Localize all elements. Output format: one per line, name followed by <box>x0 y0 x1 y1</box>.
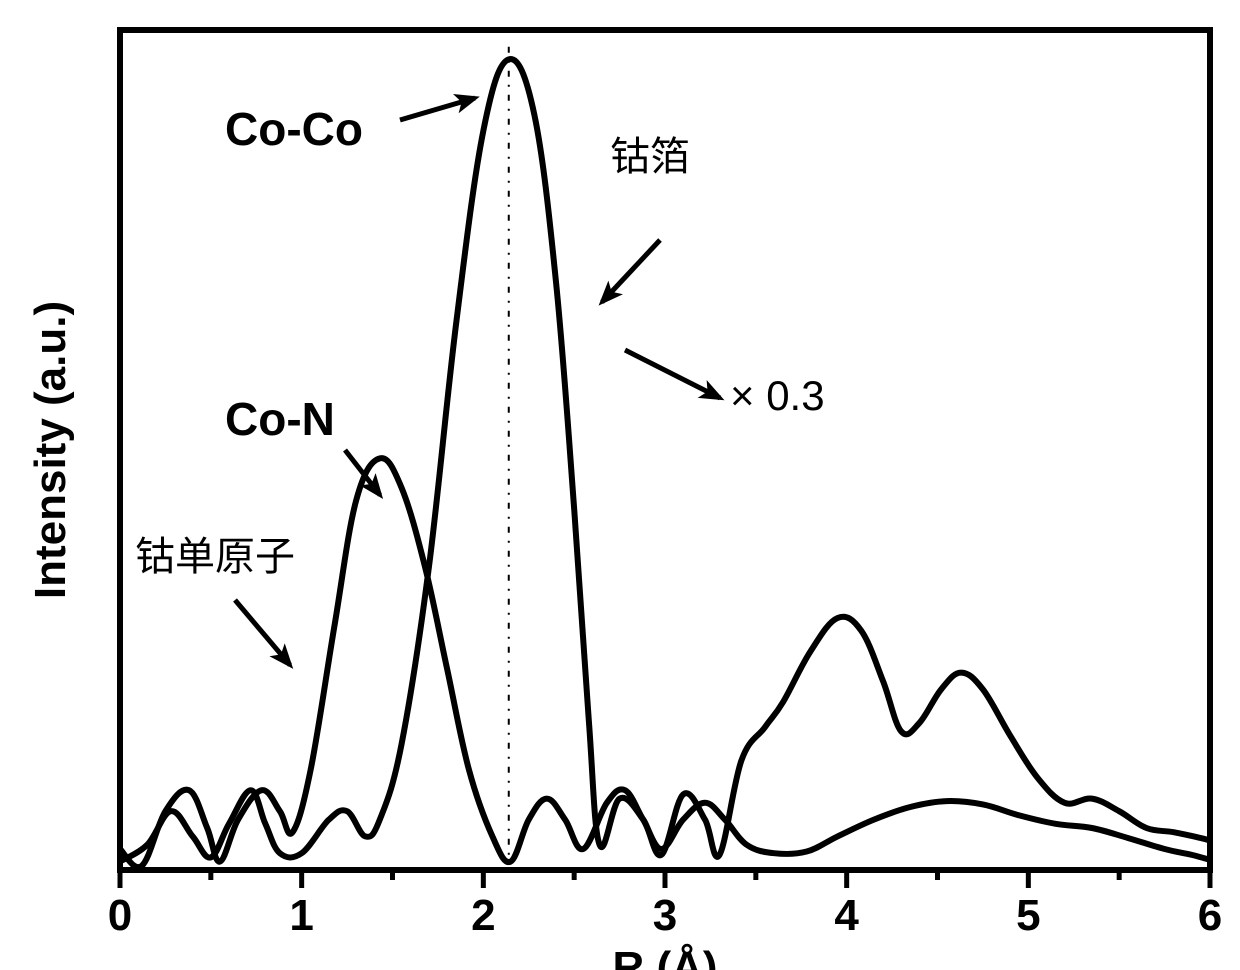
x-tick-label: 3 <box>653 891 677 940</box>
x-tick-label: 6 <box>1198 891 1222 940</box>
y-axis-label: Intensity (a.u.) <box>26 301 75 599</box>
annotation-co_foil_cn_label: 钴箔 <box>610 135 690 179</box>
annotation-times_03_label: × 0.3 <box>730 372 825 419</box>
annotation-co_co_label: Co-Co <box>225 103 363 155</box>
x-axis-label: R (Å) <box>612 943 717 970</box>
x-tick-label: 1 <box>289 891 313 940</box>
chart-svg: 0 1 2 3 4 5 6 R (Å) Intensity (a.u.) Co-Co 钴箔 × 0.3… <box>0 0 1240 970</box>
x-tick-label: 4 <box>834 891 859 940</box>
x-tick-label: 0 <box>108 891 132 940</box>
annotation-co_n_label: Co-N <box>225 393 335 445</box>
x-tick-label: 2 <box>471 891 495 940</box>
x-tick-label: 5 <box>1016 891 1040 940</box>
annotation-co_single_atom_cn_label: 钴单原子 <box>135 535 295 579</box>
chart-container: 0 1 2 3 4 5 6 R (Å) Intensity (a.u.) Co-Co 钴箔 × 0.3… <box>0 0 1240 970</box>
